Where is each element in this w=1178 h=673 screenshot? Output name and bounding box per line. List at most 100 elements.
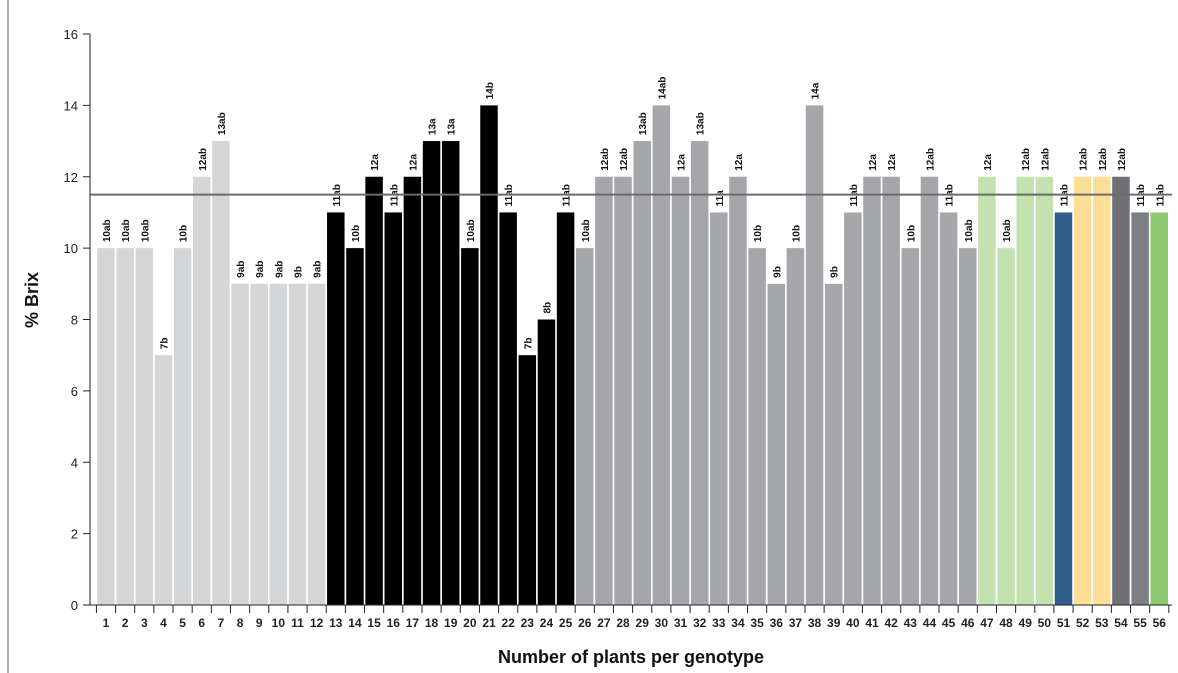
bar <box>652 105 671 605</box>
bar-data-label: 9ab <box>313 261 324 278</box>
bar-data-label: 12a <box>677 154 688 171</box>
bar <box>212 141 230 605</box>
x-tick-label: 56 <box>1153 616 1167 630</box>
bar-data-label: 10b <box>753 225 764 242</box>
x-tick-label: 53 <box>1095 616 1109 630</box>
x-tick-label: 30 <box>655 616 669 630</box>
bar-data-label: 12a <box>370 154 381 171</box>
x-tick-label: 18 <box>425 616 439 630</box>
bar-data-label: 12a <box>868 154 879 171</box>
x-tick-label: 1 <box>103 616 110 630</box>
bar <box>882 176 900 605</box>
y-tick-label: 16 <box>64 27 78 42</box>
bar <box>920 176 939 605</box>
bar-data-label: 10ab <box>140 219 151 242</box>
x-tick-label: 2 <box>122 616 129 630</box>
x-tick-label: 12 <box>310 616 324 630</box>
x-tick-label: 21 <box>482 616 496 630</box>
x-tick-label: 33 <box>712 616 726 630</box>
x-tick-label: 19 <box>444 616 458 630</box>
bar <box>614 176 632 605</box>
bar <box>767 283 785 605</box>
bar <box>748 248 766 605</box>
x-tick-label: 34 <box>731 616 745 630</box>
bar-data-label: 12ab <box>1079 148 1090 171</box>
x-tick-label: 4 <box>160 616 167 630</box>
bar-data-label: 13ab <box>696 112 707 135</box>
x-tick-label: 14 <box>348 616 362 630</box>
bar <box>307 283 326 605</box>
bar-data-label: 14b <box>485 82 496 99</box>
bar <box>97 248 115 605</box>
bar-data-label: 11a <box>715 190 726 207</box>
bar <box>556 212 575 605</box>
x-tick-label: 38 <box>808 616 822 630</box>
bar <box>978 176 996 605</box>
bar <box>1035 176 1054 605</box>
bar <box>576 248 594 605</box>
x-tick-label: 52 <box>1076 616 1090 630</box>
y-tick-label: 4 <box>71 455 78 470</box>
bar-data-label: 12ab <box>619 148 630 171</box>
x-tick-label: 27 <box>597 616 611 630</box>
x-tick-label: 25 <box>559 616 573 630</box>
x-tick-label: 23 <box>521 616 535 630</box>
x-tick-label: 22 <box>501 616 515 630</box>
x-tick-label: 47 <box>980 616 994 630</box>
bar-data-label: 13ab <box>217 112 228 135</box>
bar-data-label: 14a <box>811 82 822 99</box>
bar <box>1054 212 1073 605</box>
x-tick-label: 26 <box>578 616 592 630</box>
x-axis-ticks: 1 2 3 4 5 6 7 8 9 10 11 12 13 14 15 16 17 18 19 20 21 22 23 24 2… <box>95 605 1170 630</box>
bar <box>1073 176 1092 605</box>
x-tick-label: 48 <box>999 616 1013 630</box>
bar <box>1112 176 1130 605</box>
bar-data-label: 12a <box>734 154 745 171</box>
bar <box>288 283 307 605</box>
x-tick-label: 42 <box>884 616 898 630</box>
bar <box>595 176 613 605</box>
bar-data-label: 12ab <box>1098 148 1109 171</box>
bar-data-label: 9b <box>830 266 841 278</box>
bar <box>1093 176 1111 605</box>
y-tick-label: 6 <box>71 384 78 399</box>
bar-data-label: 10ab <box>121 219 132 242</box>
bar <box>844 212 862 605</box>
bar <box>824 283 843 605</box>
bar <box>939 212 958 605</box>
x-tick-label: 17 <box>406 616 420 630</box>
bar-data-label: 7b <box>523 338 534 350</box>
y-axis-ticks: 0 2 4 6 8 10 12 14 16 <box>64 27 90 613</box>
x-tick-label: 32 <box>693 616 707 630</box>
y-tick-label: 0 <box>71 598 78 613</box>
x-tick-label: 49 <box>1019 616 1033 630</box>
bar <box>633 141 651 605</box>
bar <box>499 212 517 605</box>
bar-data-label: 10ab <box>581 219 592 242</box>
bar <box>231 283 249 605</box>
bar-data-label: 9b <box>772 266 783 278</box>
y-tick-label: 2 <box>71 527 78 542</box>
x-tick-label: 37 <box>789 616 803 630</box>
bar <box>154 355 173 605</box>
bar <box>901 248 920 605</box>
x-tick-label: 13 <box>329 616 343 630</box>
y-axis-title: % Brix <box>22 272 42 328</box>
y-tick-label: 12 <box>64 170 78 185</box>
y-tick-label: 14 <box>64 98 78 113</box>
bar-data-label: 10b <box>351 225 362 242</box>
x-tick-label: 6 <box>198 616 205 630</box>
bar-data-label: 13ab <box>638 112 649 135</box>
x-tick-label: 35 <box>750 616 764 630</box>
bar <box>173 248 192 605</box>
x-tick-label: 11 <box>291 616 304 630</box>
bar <box>1016 176 1034 605</box>
x-tick-label: 24 <box>540 616 554 630</box>
bar-data-label: 9b <box>294 266 305 278</box>
bar-data-label: 12a <box>983 154 994 171</box>
bar <box>537 319 556 605</box>
bar <box>959 248 977 605</box>
x-tick-label: 9 <box>256 616 263 630</box>
bar-data-label: 13a <box>447 118 458 135</box>
x-tick-label: 39 <box>827 616 841 630</box>
